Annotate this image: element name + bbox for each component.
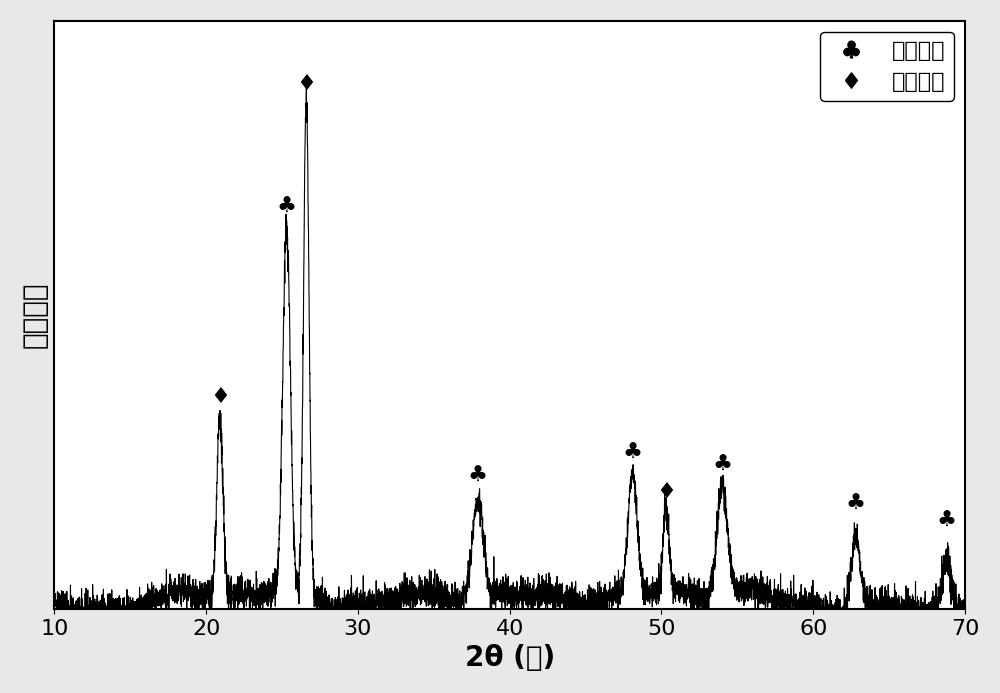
Text: ♣: ♣ [468,466,488,486]
Text: ♣: ♣ [937,511,957,530]
Text: ♣: ♣ [277,197,297,217]
Y-axis label: 相对强度: 相对强度 [21,281,49,348]
Text: ♦: ♦ [296,73,316,94]
X-axis label: 2θ (度): 2θ (度) [465,644,555,672]
Text: ♣: ♣ [846,493,866,514]
Text: ♦: ♦ [656,482,676,502]
Text: ♣: ♣ [712,455,732,475]
Legend: 二氧化馒, 二氧化硅: 二氧化馒, 二氧化硅 [820,32,954,101]
Text: ♦: ♦ [210,387,230,407]
Text: ♣: ♣ [623,444,643,464]
